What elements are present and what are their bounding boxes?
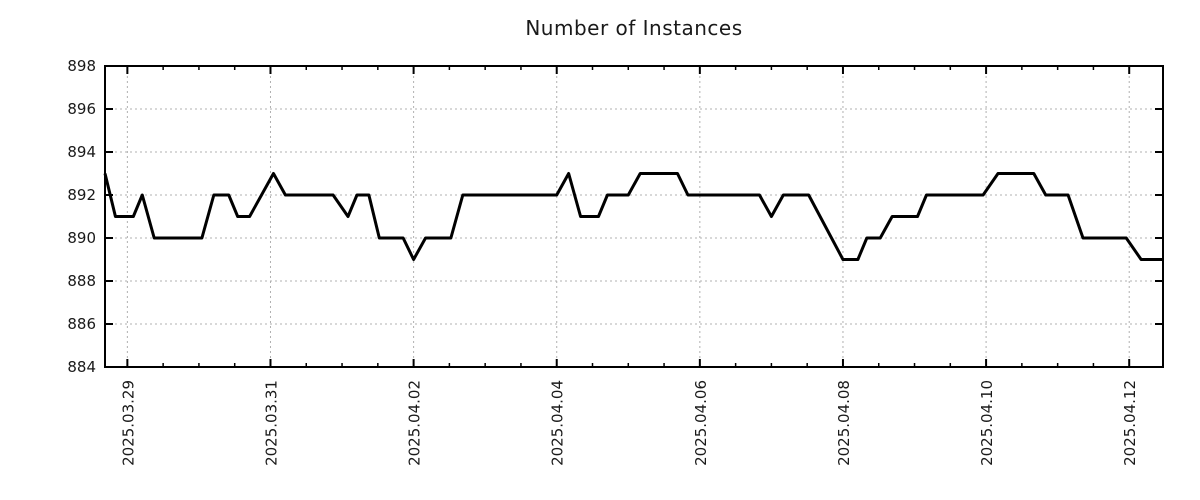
x-tick-label: 2025.04.02 — [406, 380, 424, 466]
plot-border — [104, 65, 1164, 368]
x-tick-label: 2025.04.12 — [1121, 380, 1139, 466]
x-tick-label: 2025.04.08 — [835, 380, 853, 466]
y-tick-label: 890 — [67, 229, 96, 247]
x-tick-label: 2025.03.31 — [262, 380, 280, 466]
axis-ticks — [105, 65, 1163, 368]
series-line-instances — [103, 172, 1163, 261]
y-tick-label: 898 — [67, 57, 96, 75]
y-tick-label: 896 — [67, 100, 96, 118]
x-tick-label: 2025.04.10 — [978, 380, 996, 466]
gridlines — [105, 66, 1163, 367]
x-tick-label: 2025.04.06 — [692, 380, 710, 466]
minor-ticks — [162, 66, 1095, 367]
y-tick-label: 886 — [67, 315, 96, 333]
chart-title: Number of Instances — [525, 16, 743, 40]
tick-labels: 884 886 888 890 892 894 896 898 2025.03.29 2025.0… — [67, 57, 1139, 466]
y-tick-label: 892 — [67, 186, 96, 204]
x-tick-label: 2025.04.04 — [549, 380, 567, 466]
y-tick-label: 888 — [67, 272, 96, 290]
x-tick-label: 2025.03.29 — [119, 380, 137, 466]
y-tick-label: 894 — [67, 143, 96, 161]
y-tick-label: 884 — [67, 358, 96, 376]
